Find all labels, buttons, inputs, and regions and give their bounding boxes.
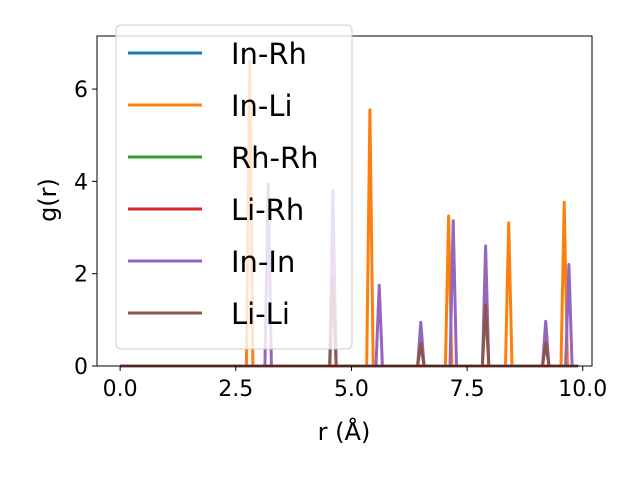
- x-tick-label: 7.5: [450, 377, 485, 402]
- y-tick-label: 0: [74, 355, 88, 380]
- legend-label: In-In: [231, 245, 295, 279]
- y-axis-label: g(r): [34, 178, 62, 222]
- x-axis-label: r (Å): [318, 417, 371, 446]
- y-tick-label: 4: [74, 170, 88, 195]
- x-tick-label: 2.5: [218, 377, 253, 402]
- legend: In-Rh In-Li Rh-Rh Li-Rh In-In Li-Li: [115, 24, 353, 350]
- x-tick-label: 10.0: [558, 377, 607, 402]
- y-axis: 0 2 4 6: [74, 78, 97, 380]
- legend-label: In-Rh: [231, 37, 307, 71]
- x-tick-label: 5.0: [334, 377, 369, 402]
- y-tick-label: 6: [74, 78, 88, 103]
- legend-label: Li-Rh: [231, 193, 304, 227]
- legend-label: Rh-Rh: [231, 141, 319, 175]
- legend-label: Li-Li: [231, 297, 290, 331]
- x-axis: 0.0 2.5 5.0 7.5 10.0: [103, 366, 607, 402]
- y-tick-label: 2: [74, 263, 88, 288]
- x-tick-label: 0.0: [103, 377, 138, 402]
- legend-label: In-Li: [231, 89, 293, 123]
